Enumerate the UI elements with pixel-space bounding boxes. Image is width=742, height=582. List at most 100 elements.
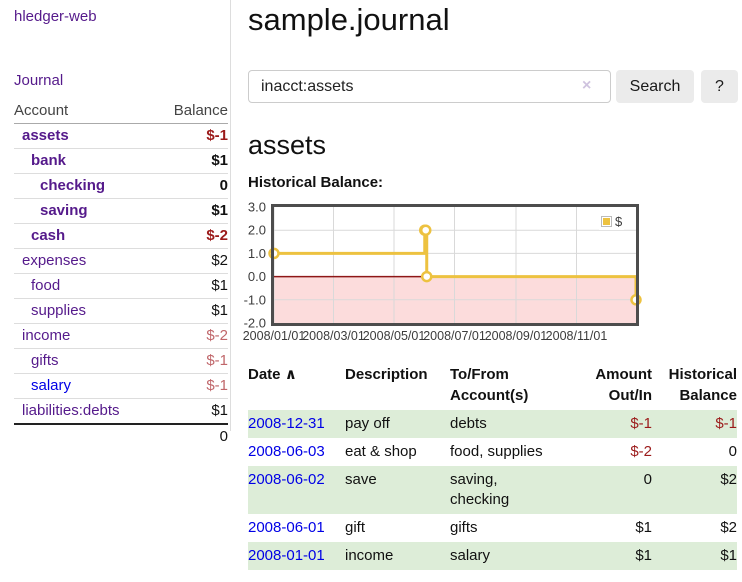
balance-chart-svg: 3.0 2.0 1.0 0.0 -1.0 -2.02008/01/012008/03/01… bbox=[243, 200, 642, 343]
help-button[interactable]: ? bbox=[701, 70, 738, 103]
transaction-date-link[interactable]: 2008-06-03 bbox=[248, 443, 325, 460]
account-row: checking 0 bbox=[14, 173, 228, 199]
account-row: salary $-1 bbox=[14, 373, 228, 399]
transaction-description: pay off bbox=[345, 410, 450, 438]
accounts-header-row: Account Balance bbox=[14, 99, 228, 124]
nav-journal-link[interactable]: Journal bbox=[14, 72, 64, 89]
transaction-date-link[interactable]: 2008-06-02 bbox=[248, 471, 325, 488]
accounts-column-header: To/From Account(s) bbox=[450, 366, 529, 404]
register-row[interactable]: 2008-06-03 eat & shop food, supplies $-2… bbox=[248, 438, 737, 466]
account-link-gifts[interactable]: gifts bbox=[31, 352, 59, 369]
account-link-food[interactable]: food bbox=[31, 277, 61, 294]
account-row: bank $1 bbox=[14, 148, 228, 174]
account-balance: $-1 bbox=[155, 373, 228, 399]
date-column-header[interactable]: Date ∧ bbox=[248, 366, 297, 383]
account-balance: $2 bbox=[155, 248, 228, 274]
historical-balance-chart: 3.0 2.0 1.0 0.0 -1.0 -2.0 2008/01/01 2008/03/01… bbox=[241, 198, 742, 348]
svg-text:2008/11/01: 2008/11/01 bbox=[546, 329, 608, 343]
register-table: Date ∧ Description To/From Account(s) Am… bbox=[248, 362, 737, 570]
svg-text:2008/07/01: 2008/07/01 bbox=[423, 329, 486, 343]
account-column-header: Account bbox=[14, 99, 156, 124]
account-row: food $1 bbox=[14, 273, 228, 299]
search-input[interactable] bbox=[248, 70, 611, 103]
account-balance: $1 bbox=[155, 398, 228, 425]
register-row[interactable]: 2008-06-01 gift gifts $1 $2 bbox=[248, 514, 737, 542]
account-link-income[interactable]: income bbox=[22, 327, 71, 344]
transaction-amount: $1 bbox=[635, 519, 652, 536]
account-balance: $1 bbox=[155, 298, 228, 324]
transaction-amount: $-2 bbox=[630, 443, 652, 460]
svg-text:0.0: 0.0 bbox=[248, 269, 266, 284]
svg-text:2008/03/01: 2008/03/01 bbox=[302, 329, 365, 343]
account-row: cash $-2 bbox=[14, 223, 228, 249]
account-link-supplies[interactable]: supplies bbox=[31, 302, 87, 319]
transaction-description: income bbox=[345, 542, 450, 570]
account-balance: $-2 bbox=[155, 223, 228, 249]
account-link-salary[interactable]: salary bbox=[31, 377, 72, 394]
account-link-liabilities-debts[interactable]: liabilities:debts bbox=[22, 402, 120, 419]
account-link-assets[interactable]: assets bbox=[22, 127, 69, 144]
current-account-heading: assets bbox=[248, 130, 327, 160]
page-title: sample.journal bbox=[248, 2, 450, 37]
svg-text:2008/05/01: 2008/05/01 bbox=[363, 329, 426, 343]
balance-column-header: Historical Balance bbox=[668, 366, 737, 404]
transaction-accounts: saving, checking bbox=[450, 466, 570, 514]
register-row[interactable]: 2008-06-02 save saving, checking 0 $2 bbox=[248, 466, 737, 514]
transaction-amount: $1 bbox=[570, 542, 652, 570]
clear-search-icon[interactable]: × bbox=[582, 77, 592, 94]
transaction-date-link[interactable]: 2008-12-31 bbox=[248, 415, 325, 432]
account-link-cash[interactable]: cash bbox=[31, 227, 66, 244]
svg-text:2.0: 2.0 bbox=[248, 223, 266, 238]
register-header-row: Date ∧ Description To/From Account(s) Am… bbox=[248, 362, 737, 410]
svg-text:2008/01/01: 2008/01/01 bbox=[243, 329, 306, 343]
transaction-accounts: salary bbox=[450, 542, 570, 570]
svg-text:1.0: 1.0 bbox=[248, 246, 266, 261]
transaction-accounts: debts bbox=[450, 410, 570, 438]
amount-column-header: Amount Out/In bbox=[595, 366, 652, 404]
search-button[interactable]: Search bbox=[616, 70, 694, 103]
sort-ascending-icon: ∧ bbox=[284, 366, 297, 383]
account-balance: $1 bbox=[155, 198, 228, 224]
transaction-accounts: gifts bbox=[450, 519, 478, 536]
transaction-description: eat & shop bbox=[345, 443, 417, 460]
account-row: liabilities:debts $1 bbox=[14, 398, 228, 425]
account-row: gifts $-1 bbox=[14, 348, 228, 374]
transaction-balance: $2 bbox=[652, 466, 737, 514]
accounts-table: Account Balance assets $-1 bank $1 check… bbox=[14, 99, 228, 449]
transaction-amount: 0 bbox=[570, 466, 652, 514]
svg-text:2008/09/01: 2008/09/01 bbox=[485, 329, 548, 343]
transaction-description: save bbox=[345, 466, 450, 514]
transaction-balance: $1 bbox=[652, 542, 737, 570]
register-row[interactable]: 2008-01-01 income salary $1 $1 bbox=[248, 542, 737, 570]
account-row: saving $1 bbox=[14, 198, 228, 224]
sidebar-divider bbox=[230, 0, 231, 431]
transaction-accounts: food, supplies bbox=[450, 443, 543, 460]
transaction-balance: $-1 bbox=[652, 410, 737, 438]
account-row: income $-2 bbox=[14, 323, 228, 349]
transaction-balance: 0 bbox=[728, 443, 737, 460]
transaction-date-link[interactable]: 2008-06-01 bbox=[248, 519, 325, 536]
transaction-amount: $-1 bbox=[570, 410, 652, 438]
account-row: expenses $2 bbox=[14, 248, 228, 274]
transaction-date-link[interactable]: 2008-01-01 bbox=[248, 547, 325, 564]
account-balance: $-2 bbox=[155, 323, 228, 349]
account-link-expenses[interactable]: expenses bbox=[22, 252, 87, 269]
chart-legend: $ bbox=[599, 213, 625, 230]
account-balance: $-1 bbox=[155, 348, 228, 374]
legend-label: $ bbox=[615, 214, 623, 229]
register-row[interactable]: 2008-12-31 pay off debts $-1 $-1 bbox=[248, 410, 737, 438]
chart-title: Historical Balance: bbox=[248, 174, 384, 191]
account-link-saving[interactable]: saving bbox=[40, 202, 88, 219]
transaction-description: gift bbox=[345, 519, 366, 536]
brand-link[interactable]: hledger-web bbox=[14, 8, 97, 25]
svg-text:-2.0: -2.0 bbox=[244, 316, 266, 331]
account-link-checking[interactable]: checking bbox=[40, 177, 106, 194]
account-link-bank[interactable]: bank bbox=[31, 152, 67, 169]
sidebar: hledger-web Journal Account Balance asse… bbox=[0, 0, 231, 582]
account-balance: 0 bbox=[155, 173, 228, 199]
account-row: assets $-1 bbox=[14, 123, 228, 149]
account-balance: $1 bbox=[155, 148, 228, 174]
description-column-header: Description bbox=[345, 366, 428, 383]
account-balance: $1 bbox=[155, 273, 228, 299]
account-balance: $-1 bbox=[155, 123, 228, 149]
